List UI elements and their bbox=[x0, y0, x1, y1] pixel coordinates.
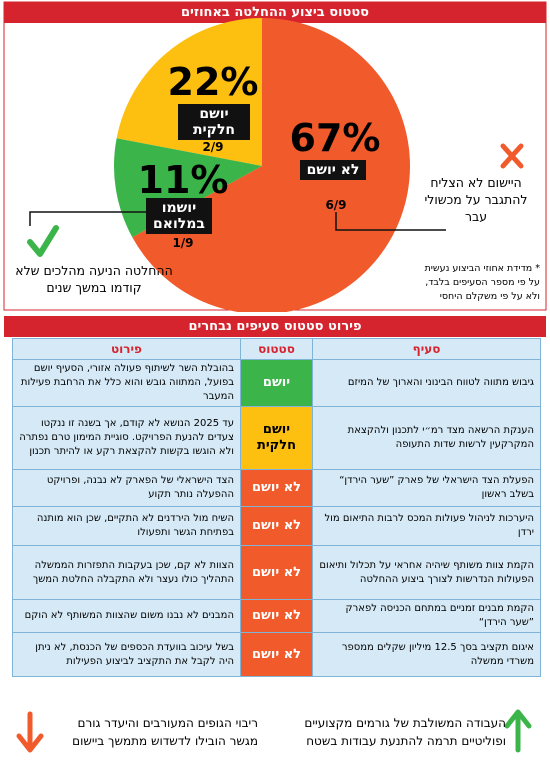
status-cell: יושם bbox=[240, 359, 313, 407]
table-cell: הצד הישראלי של הפארק לא נבנה, ופרויקט הה… bbox=[12, 469, 241, 507]
status-cell: לא יושם bbox=[240, 599, 313, 633]
column-header: סטטוס bbox=[240, 338, 313, 360]
status-cell: לא יושם bbox=[240, 632, 313, 677]
category-label: יושמו במלואם bbox=[146, 198, 212, 234]
status-table: סעיף סטטוס פירוט גיבוש מתווה לטווח הבינוני… bbox=[12, 338, 541, 677]
column-header: סעיף bbox=[312, 338, 541, 360]
down-arrow bbox=[16, 711, 44, 753]
footer-icons bbox=[16, 709, 532, 753]
table-cell: איגום תקציב בסך 12.5 מיליון שקלים ממספר … bbox=[312, 632, 541, 677]
pie-slice bbox=[132, 18, 410, 312]
table-row: הקמת מבנים זמניים במתחם הכניסה לפארק ”שע… bbox=[12, 599, 541, 633]
negative-note: ריבוי הגופים המעורבים והיעדר גורם מגשר ה… bbox=[72, 716, 258, 748]
table-row: היערכות לניהול פעולות המכס לרבות התיאום … bbox=[12, 506, 541, 546]
fraction-label: 2/9 bbox=[202, 140, 224, 154]
table-row: הפעלת הצד הישראלי של פארק ”שער הירדן“ בש… bbox=[12, 469, 541, 507]
footnote: * מדידת אחוזי הביצוע נעשית על פי מספר הס… bbox=[424, 263, 540, 302]
check-icon bbox=[27, 225, 59, 257]
table-cell: הצוות לא קם, שכן בעקבות התפזרות הממשלה ה… bbox=[12, 545, 241, 600]
table-cell: גיבוש מתווה לטווח הבינוני והארוך של המיז… bbox=[312, 359, 541, 407]
annotation: היישום לא הצליח להתגבר על מכשולי עבר bbox=[424, 175, 528, 224]
table-cell: המבנים לא נבנו משום שהצוות המשותף לא הוק… bbox=[12, 599, 241, 633]
value-label: 67% bbox=[289, 116, 381, 160]
pie-chart bbox=[3, 1, 547, 312]
up-arrow bbox=[504, 709, 532, 753]
value-label: 11% bbox=[137, 158, 229, 202]
table-row: הענקת הרשאה מצד רמ״י לתכנון ולהקצאת המקר… bbox=[12, 406, 541, 470]
category-label: לא יושם bbox=[300, 160, 366, 180]
column-header: פירוט bbox=[12, 338, 241, 360]
positive-note: העבודה המשולבת של גורמים מקצועיים ופוליט… bbox=[304, 716, 506, 748]
chart-title: סטטוס ביצוע ההחלטה באחוזים bbox=[4, 2, 546, 23]
table-cell: עד 2025 הנושא לא קודם, אך בשנה זו ננקטו … bbox=[12, 406, 241, 470]
leader-line bbox=[29, 211, 150, 226]
annotation: ההחלטה הניעה מהלכים שלא קודמו במשך שנים bbox=[15, 263, 173, 295]
value-label: 22% bbox=[167, 60, 259, 104]
table-cell: הענקת הרשאה מצד רמ״י לתכנון ולהקצאת המקר… bbox=[312, 406, 541, 470]
category-label: יושם חלקית bbox=[178, 104, 250, 140]
table-row: איגום תקציב בסך 12.5 מיליון שקלים ממספר … bbox=[12, 632, 541, 677]
table-cell: הקמת צוות משותף שיהיה אחראי על תכלול ותי… bbox=[312, 545, 541, 600]
table-cell: בהובלת השר לשיתוף פעולה אזורי, הסעיף יוש… bbox=[12, 359, 241, 407]
x-icon bbox=[500, 143, 524, 169]
fraction-label: 6/9 bbox=[325, 198, 347, 212]
table-cell: הפעלת הצד הישראלי של פארק ”שער הירדן“ בש… bbox=[312, 469, 541, 507]
table-cell: השיח מול הירדנים לא התקיים, שכן הוא מותנ… bbox=[12, 506, 241, 546]
table-cell: היערכות לניהול פעולות המכס לרבות התיאום … bbox=[312, 506, 541, 546]
status-cell: יושם חלקית bbox=[240, 406, 313, 470]
table-cell: בשל עיכוב בוועדת הכספים של הכנסת, לא נית… bbox=[12, 632, 241, 677]
status-cell: לא יושם bbox=[240, 545, 313, 600]
leader-line bbox=[335, 212, 446, 231]
status-cell: לא יושם bbox=[240, 506, 313, 546]
fraction-label: 1/9 bbox=[172, 236, 194, 250]
table-row: גיבוש מתווה לטווח הבינוני והארוך של המיז… bbox=[12, 359, 541, 407]
table-cell: הקמת מבנים זמניים במתחם הכניסה לפארק ”שע… bbox=[312, 599, 541, 633]
table-row: הקמת צוות משותף שיהיה אחראי על תכלול ותי… bbox=[12, 545, 541, 600]
status-cell: לא יושם bbox=[240, 469, 313, 507]
table-title: פירוט סטטוס סעיפים נבחרים bbox=[4, 316, 546, 337]
